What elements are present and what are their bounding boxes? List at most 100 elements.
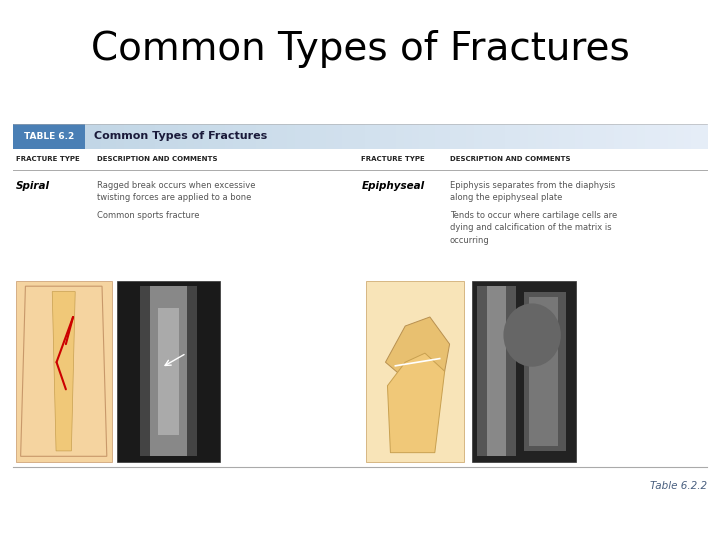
Polygon shape — [21, 286, 107, 456]
Bar — [380, 124, 389, 148]
Bar — [466, 124, 474, 148]
Bar — [334, 124, 342, 148]
Bar — [194, 124, 202, 148]
Bar — [13, 148, 707, 170]
Bar — [365, 124, 374, 148]
Bar — [412, 124, 420, 148]
Bar — [295, 124, 303, 148]
Bar — [474, 124, 482, 148]
Bar — [13, 124, 85, 148]
Bar — [147, 124, 156, 148]
Bar — [691, 124, 700, 148]
Bar — [637, 124, 646, 148]
Bar — [202, 124, 210, 148]
Bar — [487, 286, 506, 456]
Bar — [318, 124, 327, 148]
Bar — [676, 124, 685, 148]
Bar — [396, 124, 405, 148]
Bar — [357, 124, 366, 148]
Text: DESCRIPTION AND COMMENTS: DESCRIPTION AND COMMENTS — [450, 156, 570, 163]
Text: Common sports fracture: Common sports fracture — [97, 211, 199, 220]
Bar — [132, 124, 140, 148]
Bar — [179, 124, 186, 148]
Bar — [158, 308, 179, 435]
Bar — [524, 292, 566, 451]
Bar — [645, 124, 653, 148]
Bar — [477, 286, 516, 456]
Bar — [240, 124, 249, 148]
Bar — [210, 124, 218, 148]
Bar — [225, 124, 233, 148]
Bar — [513, 124, 521, 148]
Bar — [155, 124, 163, 148]
Text: DESCRIPTION AND COMMENTS: DESCRIPTION AND COMMENTS — [97, 156, 217, 163]
Bar — [287, 124, 296, 148]
Text: Spiral: Spiral — [16, 181, 50, 191]
Bar — [552, 124, 560, 148]
Bar — [93, 124, 102, 148]
Bar — [521, 124, 529, 148]
Bar — [668, 124, 677, 148]
Bar — [116, 124, 125, 148]
Text: FRACTURE TYPE: FRACTURE TYPE — [361, 156, 426, 163]
Bar — [458, 124, 467, 148]
Bar — [171, 124, 179, 148]
Text: Epiphyseal: Epiphyseal — [361, 181, 425, 191]
Bar — [590, 124, 599, 148]
Bar — [117, 281, 220, 462]
Bar — [629, 124, 638, 148]
Bar — [150, 286, 187, 456]
Bar — [443, 124, 451, 148]
Bar — [310, 124, 319, 148]
Text: Common Types of Fractures: Common Types of Fractures — [91, 30, 629, 68]
Bar — [582, 124, 591, 148]
Bar — [575, 124, 583, 148]
Bar — [652, 124, 661, 148]
Bar — [256, 124, 264, 148]
Bar — [388, 124, 397, 148]
Text: Tends to occur where cartilage cells are
dying and calcification of the matrix i: Tends to occur where cartilage cells are… — [450, 211, 617, 245]
Bar — [684, 124, 692, 148]
Ellipse shape — [503, 303, 561, 367]
Bar — [264, 124, 272, 148]
Bar — [419, 124, 428, 148]
Bar — [373, 124, 381, 148]
Bar — [16, 281, 112, 462]
Bar — [567, 124, 575, 148]
Bar — [140, 286, 197, 456]
Polygon shape — [53, 292, 75, 451]
Bar — [699, 124, 708, 148]
Bar — [536, 124, 544, 148]
Bar — [108, 124, 117, 148]
Bar — [326, 124, 335, 148]
Bar — [606, 124, 614, 148]
Bar — [341, 124, 350, 148]
Text: Table 6.2.2: Table 6.2.2 — [650, 481, 707, 491]
Text: Epiphysis separates from the diaphysis
along the epiphyseal plate: Epiphysis separates from the diaphysis a… — [450, 181, 616, 202]
Bar — [248, 124, 257, 148]
Bar — [613, 124, 622, 148]
Text: TABLE 6.2: TABLE 6.2 — [24, 132, 74, 141]
Bar — [124, 124, 132, 148]
Bar — [163, 124, 171, 148]
Bar — [528, 124, 536, 148]
Bar — [660, 124, 669, 148]
Bar — [621, 124, 630, 148]
Text: Ragged break occurs when excessive
twisting forces are applied to a bone: Ragged break occurs when excessive twist… — [97, 181, 256, 202]
Bar — [497, 124, 505, 148]
Bar — [427, 124, 436, 148]
Bar — [366, 281, 464, 462]
Bar — [233, 124, 241, 148]
Bar — [490, 124, 498, 148]
Bar — [101, 124, 109, 148]
Bar — [529, 297, 558, 445]
Bar — [85, 124, 94, 148]
Bar — [544, 124, 552, 148]
Bar — [451, 124, 459, 148]
Bar — [472, 281, 576, 462]
Bar — [302, 124, 311, 148]
Text: Common Types of Fractures: Common Types of Fractures — [94, 131, 267, 141]
Bar — [404, 124, 413, 148]
Bar — [349, 124, 358, 148]
Polygon shape — [387, 353, 445, 453]
